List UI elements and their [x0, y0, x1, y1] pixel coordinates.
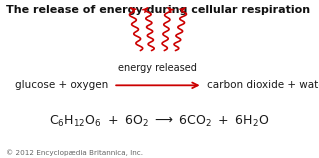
Text: $\mathregular{C_6H_{12}O_6}$$\mathregular{\ +\ 6O_2}$$\ \longrightarrow\ $$\math: $\mathregular{C_6H_{12}O_6}$$\mathregula…: [49, 114, 270, 129]
Text: © 2012 Encyclopædia Britannica, Inc.: © 2012 Encyclopædia Britannica, Inc.: [6, 150, 143, 156]
Text: glucose + oxygen: glucose + oxygen: [15, 80, 108, 90]
Text: energy released: energy released: [118, 64, 197, 73]
Text: carbon dioxide + water: carbon dioxide + water: [207, 80, 319, 90]
Text: The release of energy during cellular respiration: The release of energy during cellular re…: [6, 5, 310, 15]
